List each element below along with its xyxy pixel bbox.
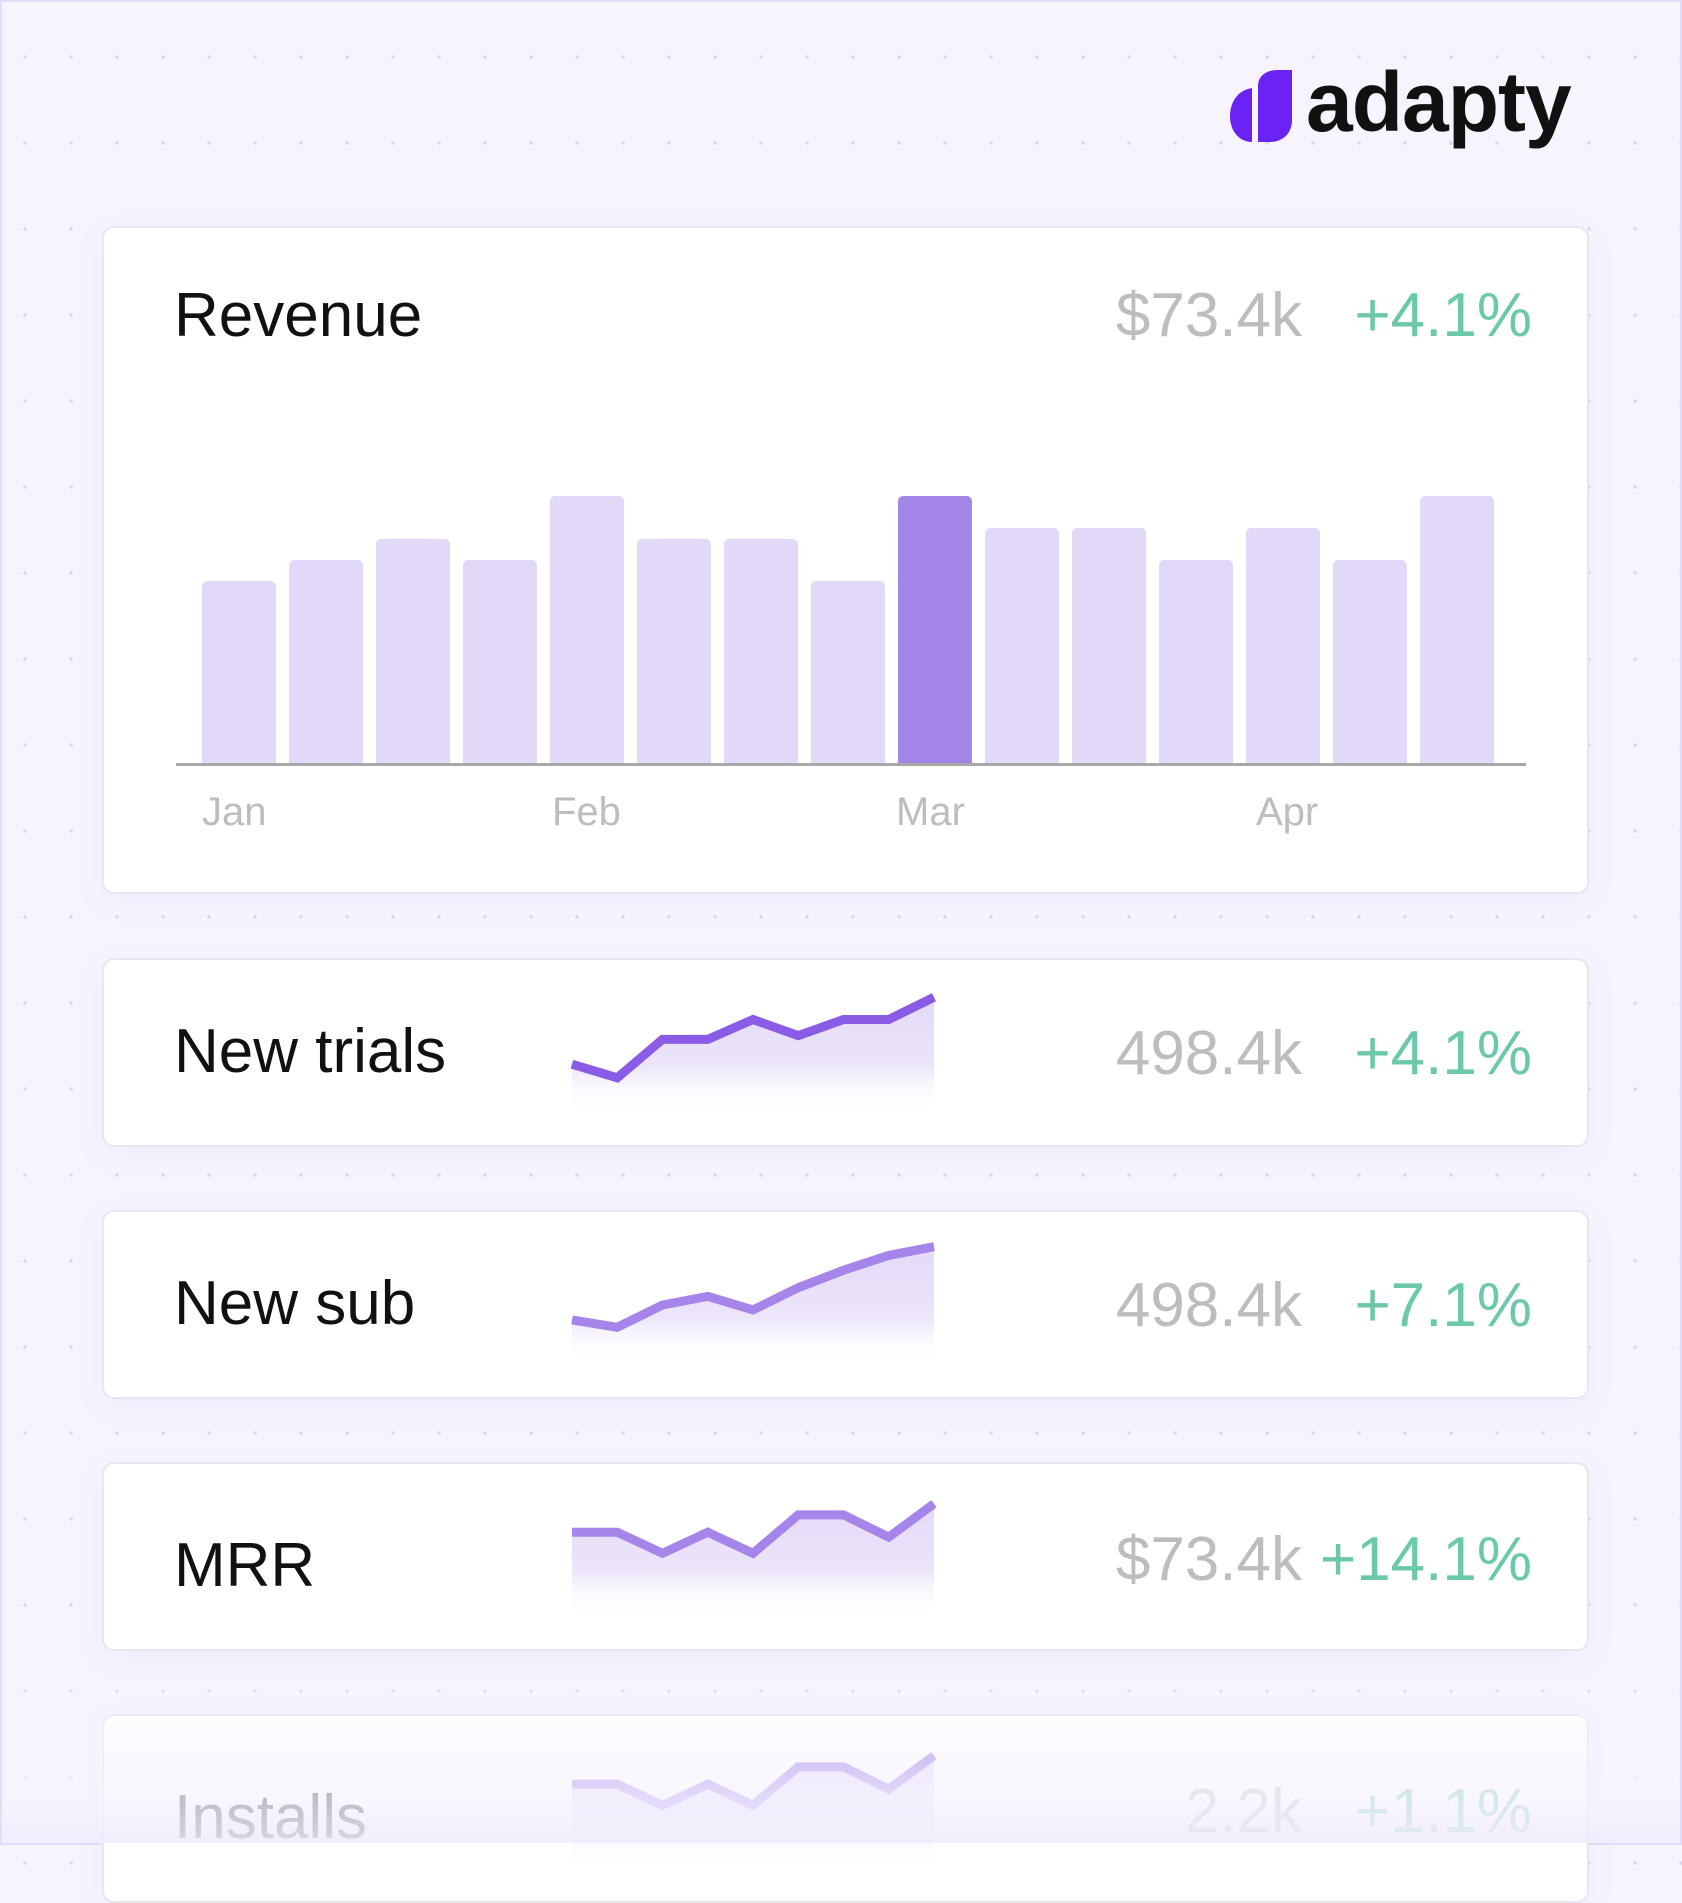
metric-value: 2.2k: [1184, 1777, 1302, 1846]
x-axis-line: [176, 763, 1526, 766]
metric-card-mrr: MRR $73.4k +14.1%: [102, 1462, 1589, 1651]
metric-title: New sub: [174, 1269, 416, 1338]
sparkline-line: [570, 993, 936, 1083]
revenue-title: Revenue: [174, 281, 423, 350]
metric-change: +1.1%: [1354, 1777, 1532, 1846]
x-tick-label: Feb: [552, 790, 621, 834]
revenue-bar: [724, 538, 798, 763]
revenue-bar: [376, 538, 450, 763]
x-tick-label: Jan: [202, 790, 267, 834]
sparkline-mrr: [572, 1500, 936, 1616]
sparkline-area: [572, 1246, 934, 1364]
metric-title: MRR: [174, 1531, 316, 1600]
metric-value: 498.4k: [1115, 1271, 1302, 1340]
revenue-card: Revenue $73.4k +4.1% Jan Feb Mar Apr: [102, 226, 1589, 894]
revenue-bar: [202, 581, 276, 763]
adapty-logo-mark-icon: [1230, 70, 1292, 144]
metric-card-installs: Installs 2.2k +1.1%: [102, 1714, 1589, 1903]
metric-change: +4.1%: [1354, 1019, 1532, 1088]
metric-value: 498.4k: [1115, 1019, 1302, 1088]
revenue-bar: [1159, 560, 1233, 763]
adapty-logo: adapty: [1230, 60, 1572, 144]
x-tick-label: Mar: [896, 790, 965, 834]
metric-card-new-sub: New sub 498.4k +7.1%: [102, 1210, 1589, 1399]
sparkline-installs: [572, 1752, 936, 1868]
adapty-logo-text: adapty: [1306, 55, 1572, 149]
sparkline-line: [572, 1500, 936, 1559]
revenue-bar: [1420, 496, 1494, 763]
metric-title: Installs: [174, 1783, 367, 1852]
revenue-bar: [637, 538, 711, 763]
revenue-bar: [1333, 560, 1407, 763]
revenue-bar: [550, 496, 624, 763]
metric-value: $73.4k: [1115, 1525, 1302, 1594]
revenue-bar: [289, 560, 363, 763]
sparkline-line: [571, 1242, 935, 1332]
metric-card-new-trials: New trials 498.4k +4.1%: [102, 958, 1589, 1147]
revenue-change: +4.1%: [1354, 281, 1532, 350]
revenue-bar: [811, 581, 885, 763]
x-tick-label: Apr: [1256, 790, 1319, 834]
sparkline-new-sub: [571, 1242, 935, 1364]
sparkline-area: [572, 997, 934, 1112]
sparkline-new-trials: [570, 993, 936, 1112]
metric-title: New trials: [174, 1017, 447, 1086]
revenue-value: $73.4k: [1115, 281, 1302, 350]
metric-change: +7.1%: [1354, 1271, 1532, 1340]
sparkline-area: [572, 1503, 934, 1616]
revenue-bar: [985, 528, 1059, 763]
revenue-bar: [463, 560, 537, 763]
revenue-bar: [1246, 528, 1320, 763]
revenue-bar: [1072, 528, 1146, 763]
revenue-bar: [898, 496, 972, 763]
metric-change: +14.1%: [1319, 1525, 1532, 1594]
sparkline-area: [572, 1755, 934, 1868]
